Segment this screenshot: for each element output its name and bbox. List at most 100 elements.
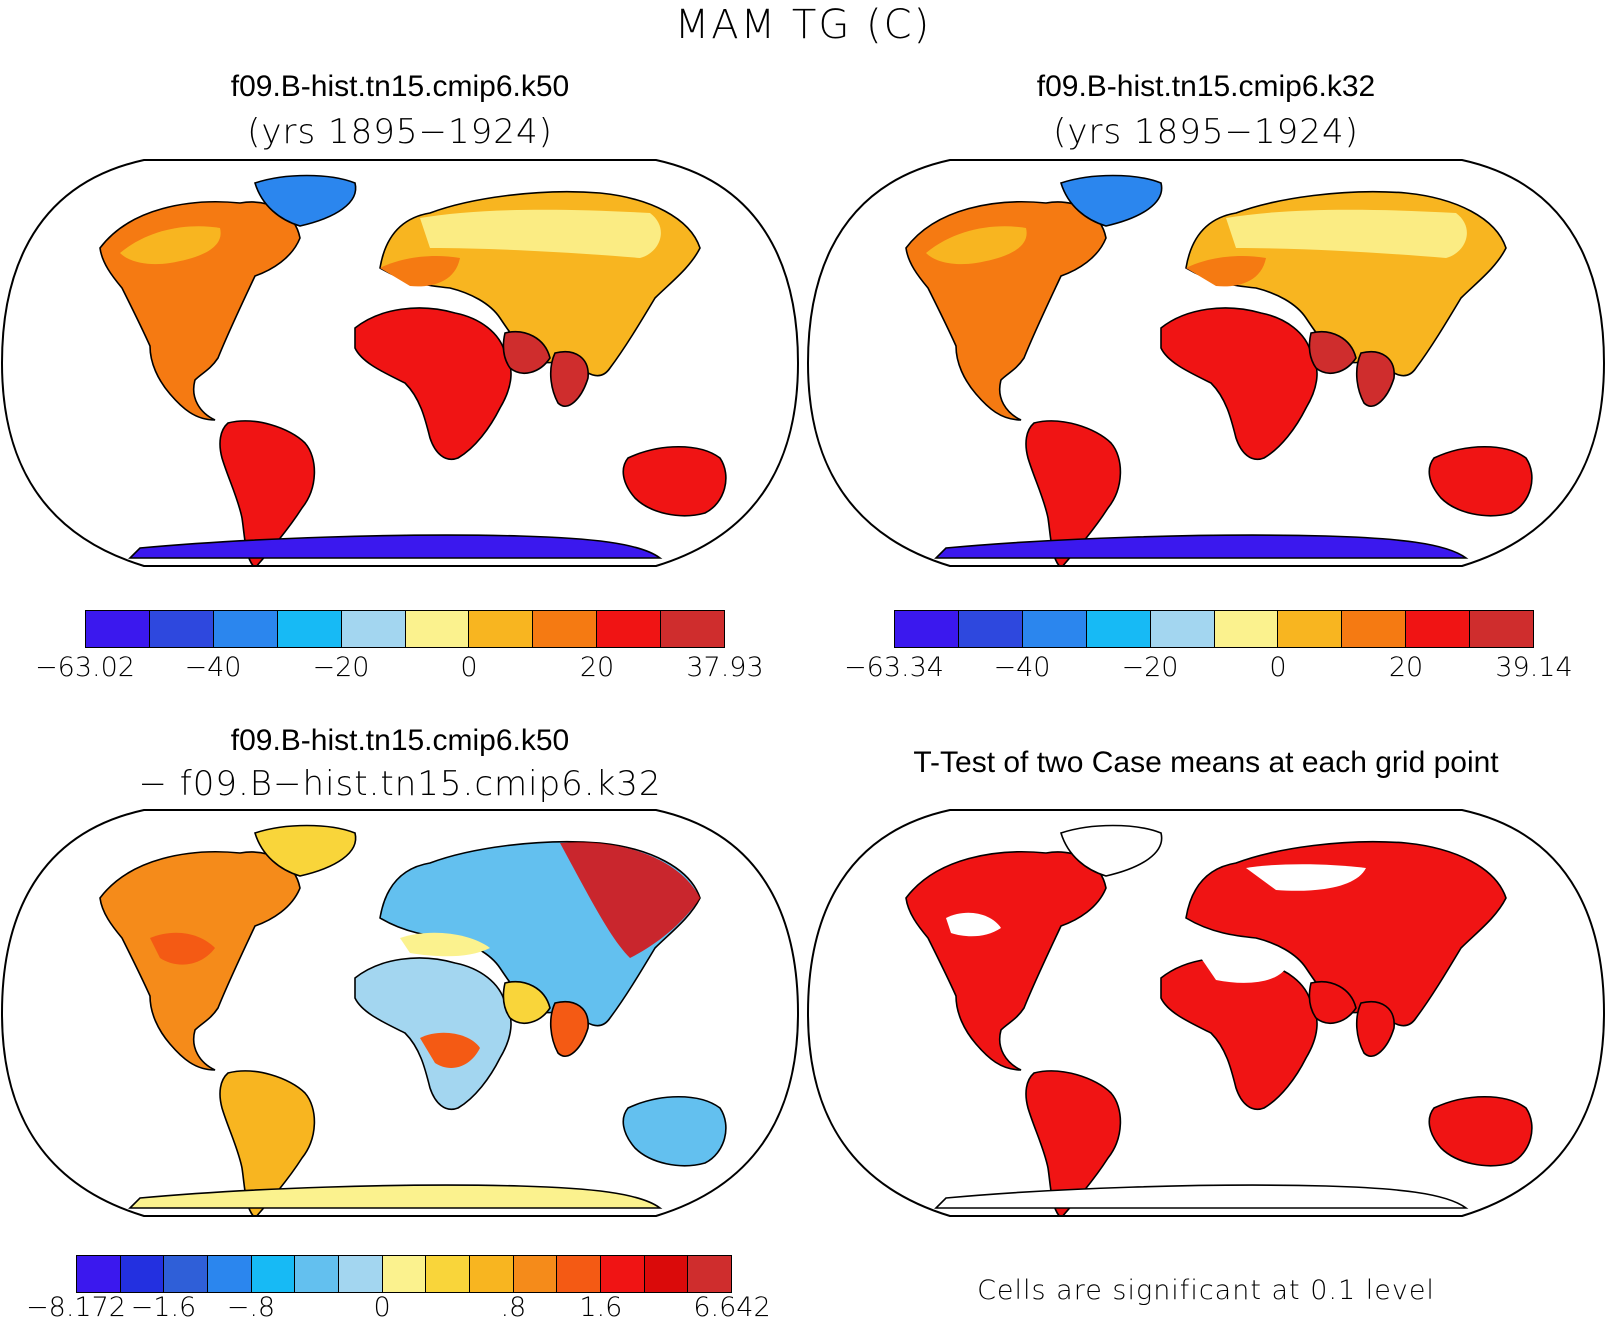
australia-region	[622, 446, 727, 517]
panel3-title: f09.B-hist.tn15.cmip6.k50	[230, 724, 570, 757]
greenland-region	[1060, 174, 1163, 227]
colorbar-box	[426, 1256, 471, 1292]
colorbar-box	[470, 1256, 514, 1292]
colorbar-tick-label: −8.172	[26, 1292, 126, 1323]
colorbar-box	[688, 1256, 732, 1292]
colorbar-box	[1214, 611, 1279, 647]
panel2-map	[806, 159, 1606, 567]
colorbar-box	[513, 1256, 558, 1292]
panel4-map	[806, 809, 1606, 1217]
colorbar-tick-label: −63.02	[35, 652, 135, 683]
colorbar-box	[661, 611, 725, 647]
colorbar-box	[86, 611, 150, 647]
arabia-region	[1308, 981, 1357, 1024]
colorbar-box	[1342, 611, 1407, 647]
colorbar-tick-label: −40	[184, 652, 242, 683]
colorbar-box	[1470, 611, 1534, 647]
panel3-colorbar	[76, 1255, 732, 1293]
greenland-region	[254, 174, 357, 227]
colorbar-box	[1278, 611, 1343, 647]
northAmerica-region	[905, 851, 1107, 1071]
colorbar-box	[120, 1256, 165, 1292]
colorbar-box	[533, 611, 598, 647]
africa-region	[354, 957, 512, 1110]
colorbar-box	[1406, 611, 1471, 647]
australia-region	[622, 1096, 727, 1167]
colorbar-tick-label: 1.6	[579, 1292, 623, 1323]
panel1-map	[0, 159, 800, 567]
colorbar-tick-label: .8	[500, 1292, 527, 1323]
colorbar-tick-label: −63.34	[844, 652, 944, 683]
colorbar-box	[644, 1256, 689, 1292]
southAmerica-region	[219, 420, 316, 566]
colorbar-box	[601, 1256, 645, 1292]
colorbar-box	[341, 611, 406, 647]
colorbar-box	[469, 611, 534, 647]
africa-region	[1160, 307, 1318, 460]
colorbar-tick-label: 6.642	[693, 1292, 771, 1323]
panel2-colorbar-labels: −63.34 −40 −20 0 20 39.14	[844, 652, 1573, 686]
colorbar-tick-label: −40	[993, 652, 1051, 683]
colorbar-tick-label: 0	[373, 1292, 391, 1323]
southAmerica-region	[1025, 1070, 1122, 1216]
africa-region	[354, 307, 512, 460]
figure-title: MAM TG (C)	[674, 2, 932, 48]
greenland-region	[1060, 824, 1163, 877]
india-region	[1355, 1001, 1395, 1057]
panel3-map	[0, 809, 800, 1217]
colorbar-tick-label: −20	[312, 652, 370, 683]
colorbar-box	[1022, 611, 1087, 647]
panel2-colorbar	[894, 610, 1534, 648]
colorbar-box	[1086, 611, 1151, 647]
colorbar-tick-label: 20	[579, 652, 615, 683]
southAmerica-region	[219, 1070, 316, 1216]
colorbar-tick-label: −.8	[226, 1292, 276, 1323]
india-region	[549, 351, 589, 407]
panel1-title: f09.B-hist.tn15.cmip6.k50	[230, 70, 570, 103]
antarctica-region	[128, 534, 663, 559]
panel3-subtitle: − f09.B−hist.tn15.cmip6.k32	[138, 764, 662, 804]
colorbar-box	[77, 1256, 121, 1292]
colorbar-box	[208, 1256, 252, 1292]
panel2-subtitle: (yrs 1895−1924)	[1053, 112, 1359, 152]
colorbar-tick-label: 0	[460, 652, 478, 683]
colorbar-box	[295, 1256, 340, 1292]
colorbar-box	[251, 1256, 296, 1292]
colorbar-box	[557, 1256, 602, 1292]
colorbar-tick-label: 20	[1388, 652, 1424, 683]
eurasia-region	[1185, 840, 1507, 1027]
antarctica-region	[934, 1184, 1469, 1209]
arabia-region	[502, 981, 551, 1024]
colorbar-box	[1150, 611, 1215, 647]
colorbar-box	[895, 611, 959, 647]
colorbar-box	[277, 611, 342, 647]
india-region	[549, 1001, 589, 1057]
significance-note: Cells are significant at 0.1 level	[977, 1275, 1435, 1306]
colorbar-box	[405, 611, 470, 647]
antarctica-region	[128, 1184, 663, 1209]
colorbar-box	[149, 611, 214, 647]
colorbar-box	[164, 1256, 209, 1292]
panel1-subtitle: (yrs 1895−1924)	[247, 112, 553, 152]
antarctica-region	[934, 534, 1469, 559]
panel2-title: f09.B-hist.tn15.cmip6.k32	[1036, 70, 1376, 103]
arabia-region	[502, 331, 551, 374]
colorbar-box	[597, 611, 662, 647]
colorbar-box	[213, 611, 278, 647]
colorbar-box	[382, 1256, 427, 1292]
arabia-region	[1308, 331, 1357, 374]
colorbar-tick-label: −1.6	[130, 1292, 197, 1323]
panel1-colorbar-labels: −63.02 −40 −20 0 20 37.93	[35, 652, 764, 686]
colorbar-tick-label: 39.14	[1495, 652, 1573, 683]
india-region	[1355, 351, 1395, 407]
australia-region	[1428, 1096, 1533, 1167]
southAmerica-region	[1025, 420, 1122, 566]
greenland-region	[254, 824, 357, 877]
panel4-title: T-Test of two Case means at each grid po…	[913, 746, 1499, 779]
colorbar-tick-label: 37.93	[686, 652, 764, 683]
northAmerica-region	[99, 851, 301, 1071]
panel1-colorbar	[85, 610, 725, 648]
australia-region	[1428, 446, 1533, 517]
colorbar-box	[958, 611, 1023, 647]
colorbar-tick-label: 0	[1269, 652, 1287, 683]
